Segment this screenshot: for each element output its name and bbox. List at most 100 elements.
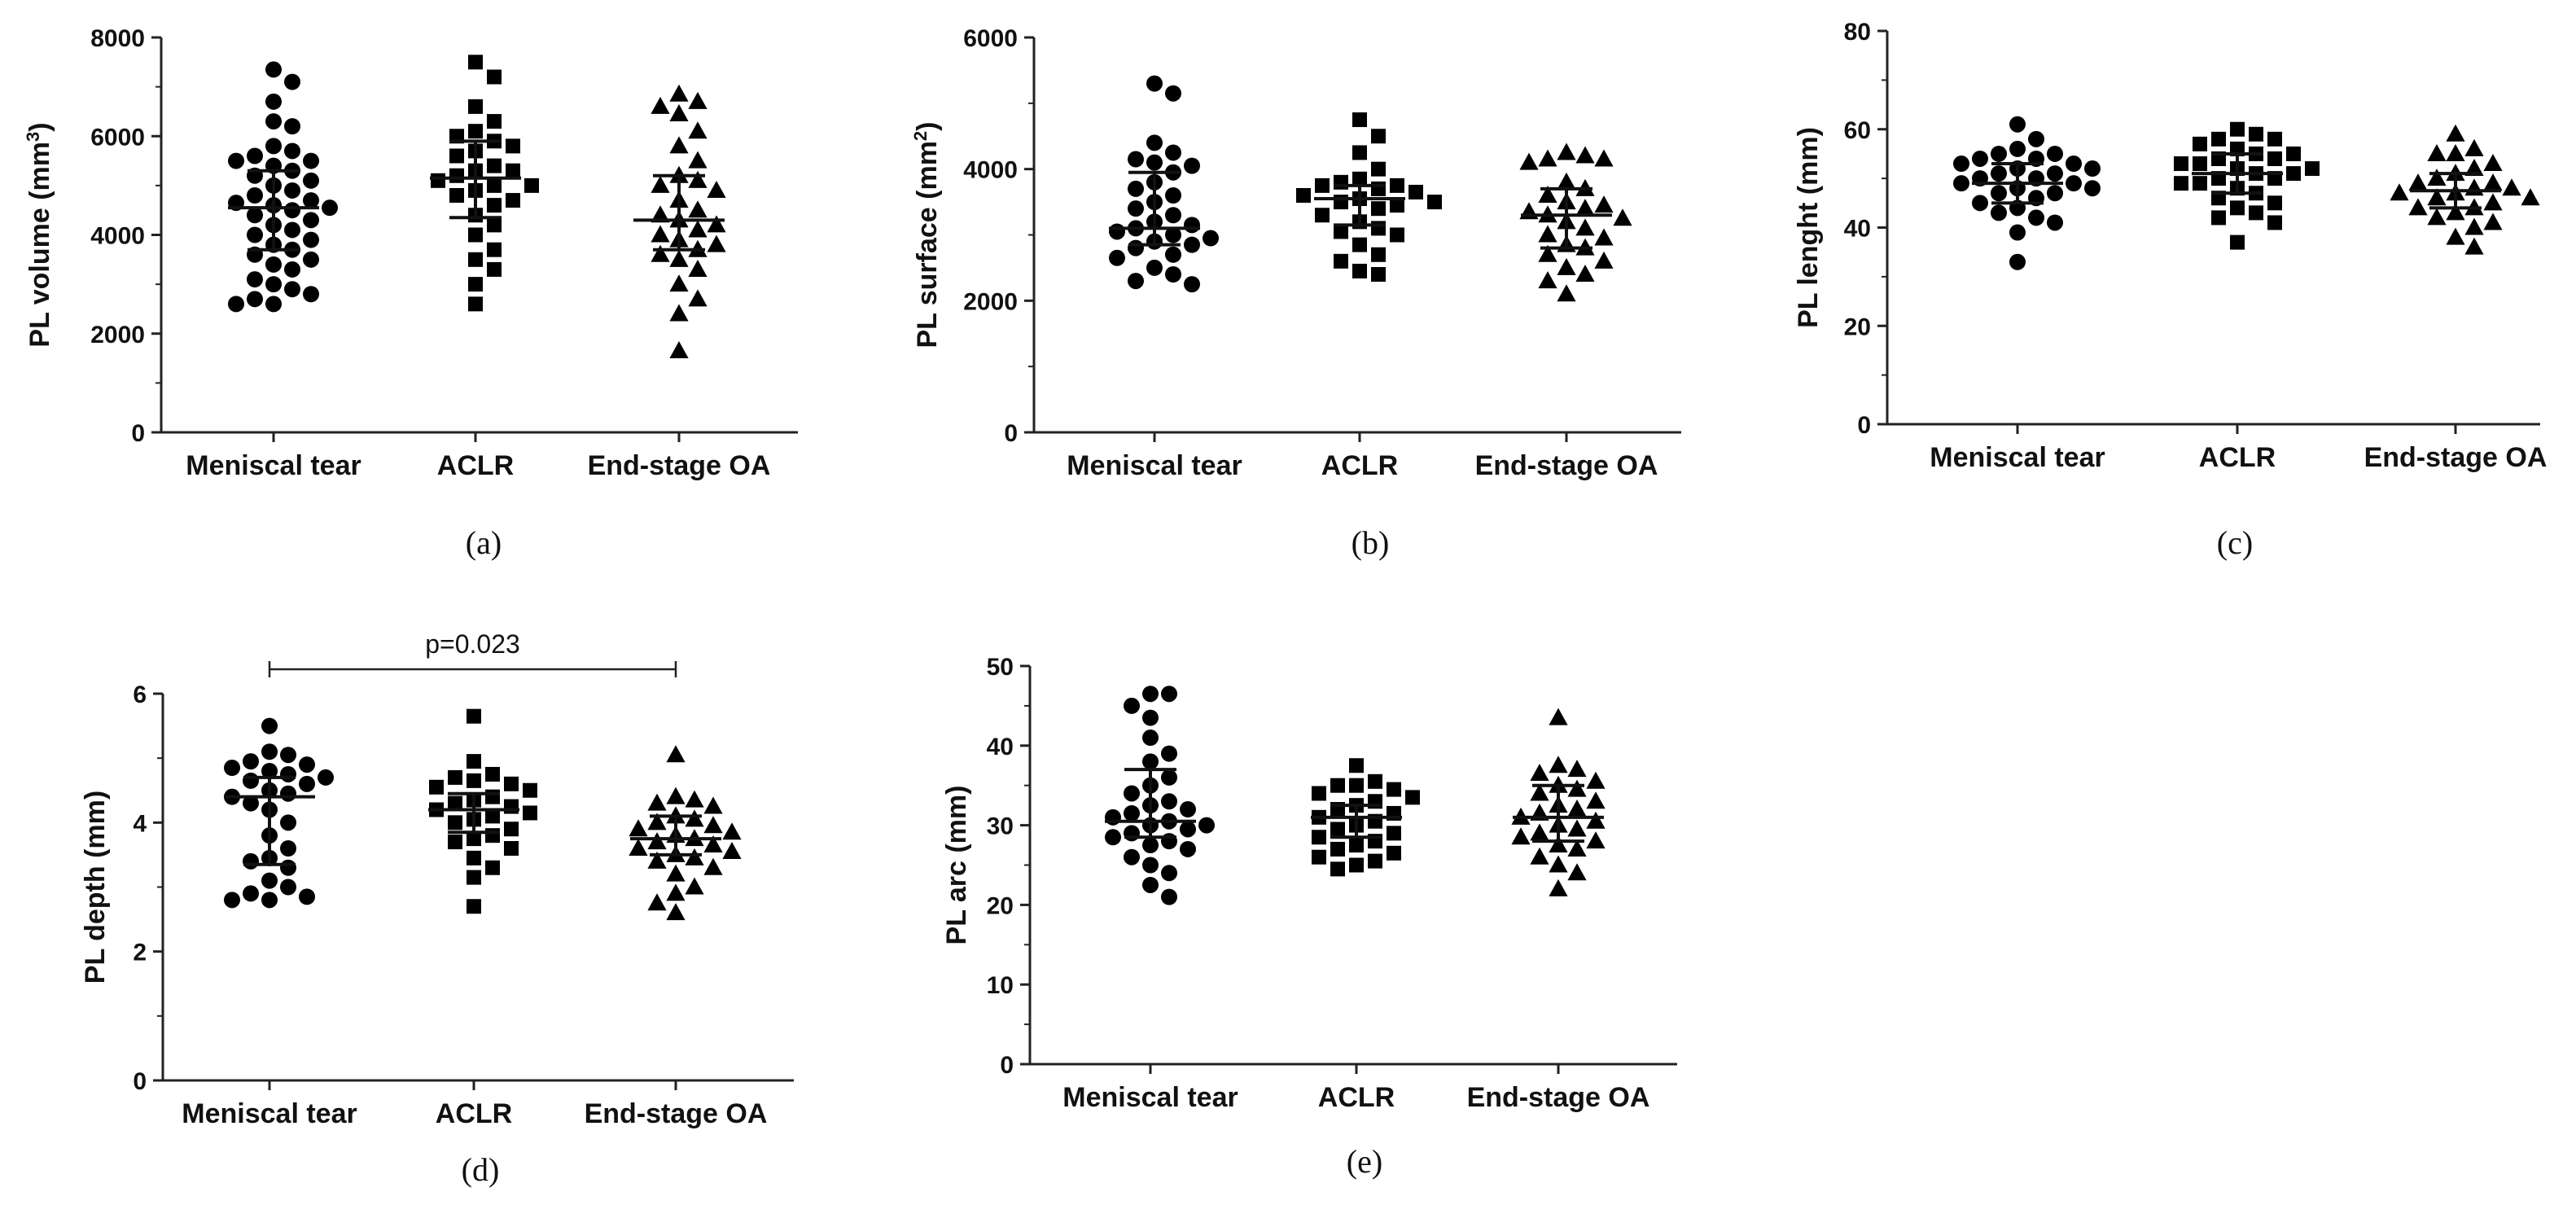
data-point	[669, 84, 689, 102]
y-tick-label: 6000	[90, 124, 145, 151]
data-point	[467, 831, 481, 847]
category-label: ACLR	[1321, 450, 1398, 481]
category-label: ACLR	[437, 450, 514, 481]
data-point	[1161, 686, 1177, 703]
data-point	[1161, 793, 1177, 810]
data-point	[228, 296, 244, 313]
data-point	[265, 93, 282, 110]
data-point	[2009, 224, 2026, 241]
category-label: Meniscal tear	[1062, 1082, 1238, 1113]
data-point	[1368, 773, 1382, 789]
data-point	[629, 819, 648, 837]
data-point	[2464, 217, 2484, 235]
category-label: Meniscal tear	[1067, 450, 1242, 481]
data-point	[1312, 830, 1326, 845]
data-point	[485, 828, 500, 844]
data-point	[487, 69, 502, 85]
data-point	[707, 234, 726, 252]
data-point	[1371, 181, 1386, 196]
data-point	[1991, 145, 2007, 162]
data-point	[1575, 218, 1595, 236]
data-point	[247, 226, 263, 243]
data-point	[280, 785, 296, 802]
y-tick-label: 40	[1844, 216, 1871, 243]
data-point	[1296, 188, 1311, 203]
y-axis-title: PL lenght (mm)	[1793, 127, 1824, 328]
data-point	[261, 892, 278, 909]
data-point	[1368, 853, 1382, 869]
data-point	[1142, 686, 1159, 703]
y-axis-title: PL surface (mm2)	[910, 121, 944, 348]
data-point	[1334, 195, 1348, 210]
data-point	[2047, 185, 2063, 202]
data-point	[1330, 841, 1345, 857]
data-point	[1184, 276, 1200, 293]
data-point	[2464, 237, 2484, 255]
data-point	[703, 796, 723, 814]
data-point	[1530, 823, 1549, 841]
data-point	[2483, 213, 2503, 230]
data-point	[1105, 829, 1121, 846]
data-point	[2009, 140, 2026, 157]
data-point	[666, 864, 686, 882]
y-tick-label: 20	[987, 892, 1014, 919]
data-point	[243, 852, 259, 870]
panel-label: (a)	[466, 524, 502, 561]
data-point	[284, 118, 300, 135]
data-point	[688, 289, 708, 307]
data-point	[1128, 273, 1144, 290]
data-point	[2066, 175, 2082, 192]
data-point	[1142, 753, 1159, 770]
data-point	[299, 756, 315, 773]
data-point	[1330, 822, 1345, 837]
data-point	[1390, 198, 1404, 213]
data-point	[685, 848, 704, 865]
data-point	[467, 899, 481, 914]
data-point	[1312, 849, 1326, 865]
data-point	[688, 220, 708, 238]
data-point	[1165, 246, 1181, 263]
data-point	[722, 841, 742, 859]
data-point	[1124, 697, 1140, 714]
data-point	[1109, 223, 1125, 240]
y-tick-label: 4000	[90, 223, 145, 250]
data-point	[467, 850, 481, 865]
chart-panel-5: 0 10 20 30 40 50 Meniscal tear ACLR End-stage OA…	[941, 654, 1677, 1180]
data-point	[1146, 154, 1163, 171]
data-point	[1128, 151, 1144, 168]
data-point	[688, 259, 708, 277]
category-label: End-stage OA	[585, 1098, 768, 1129]
data-point	[2286, 166, 2301, 182]
data-point	[669, 340, 689, 358]
data-point	[1109, 249, 1125, 266]
data-point	[1549, 756, 1568, 773]
data-point	[449, 148, 464, 164]
y-tick-label: 20	[1844, 313, 1871, 340]
data-point	[284, 281, 300, 298]
data-point	[1567, 779, 1587, 797]
data-point	[1165, 207, 1181, 224]
data-point	[703, 857, 723, 875]
data-point	[524, 177, 539, 193]
data-point	[2427, 188, 2447, 206]
data-point	[280, 747, 296, 764]
data-point	[2249, 126, 2263, 142]
data-point	[1408, 184, 1423, 199]
data-point	[669, 304, 689, 322]
data-point	[1349, 758, 1364, 773]
data-point	[431, 173, 445, 188]
data-point	[1953, 156, 1969, 173]
data-point	[485, 766, 500, 782]
data-point	[1165, 85, 1181, 102]
data-point	[506, 138, 520, 154]
data-point	[1567, 863, 1587, 881]
data-point	[1538, 149, 1557, 167]
data-point	[261, 763, 278, 779]
data-point	[485, 789, 500, 804]
data-point	[1142, 709, 1159, 726]
data-point	[247, 291, 263, 308]
y-tick-label: 80	[1844, 19, 1871, 46]
data-point	[1405, 790, 1420, 805]
data-point	[2446, 143, 2465, 161]
y-tick-label: 6000	[963, 25, 1018, 52]
